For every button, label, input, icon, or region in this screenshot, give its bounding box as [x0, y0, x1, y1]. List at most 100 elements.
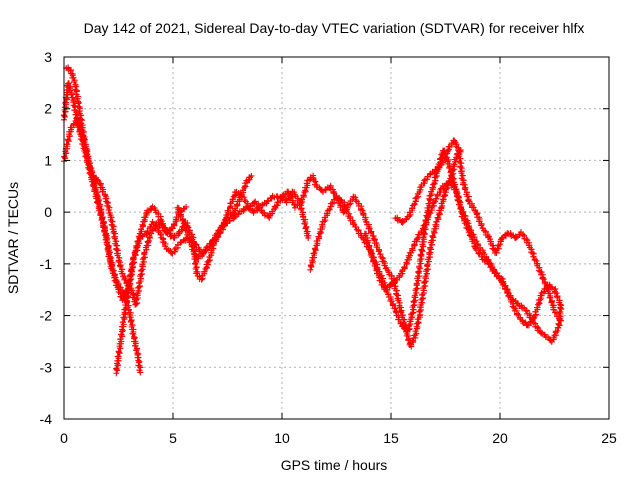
data-point-marker — [432, 174, 439, 181]
data-point-marker — [403, 259, 410, 266]
data-point-marker — [434, 214, 441, 221]
data-point-marker — [427, 210, 434, 217]
data-point-marker — [376, 251, 383, 258]
data-point-marker — [123, 297, 130, 304]
data-point-marker — [166, 230, 173, 237]
data-point-marker — [67, 67, 74, 74]
data-point-marker — [105, 206, 112, 213]
data-point-marker — [78, 131, 85, 138]
data-point-marker — [498, 235, 505, 242]
data-point-marker — [418, 246, 425, 253]
data-point-marker — [342, 203, 349, 210]
data-point-marker — [102, 195, 109, 202]
data-point-marker — [534, 323, 541, 330]
data-point-marker — [401, 316, 408, 323]
data-point-marker — [327, 200, 334, 207]
data-point-marker — [479, 225, 486, 232]
x-tick-label: 15 — [383, 430, 399, 446]
data-point-marker — [540, 276, 547, 283]
x-tick-label: 25 — [601, 430, 617, 446]
data-point-marker — [413, 194, 420, 201]
data-point-marker — [106, 256, 113, 263]
x-tick-label: 5 — [169, 430, 177, 446]
data-point-marker — [373, 267, 380, 274]
y-tick-label: 3 — [44, 49, 52, 65]
data-point-marker — [72, 111, 79, 118]
data-point-marker — [409, 337, 416, 344]
data-point-marker — [109, 267, 116, 274]
data-point-marker — [498, 275, 505, 282]
data-point-marker — [163, 227, 170, 234]
data-point-marker — [427, 196, 434, 203]
data-point-marker — [185, 236, 192, 243]
data-point-marker — [368, 251, 375, 258]
data-point-marker — [417, 252, 424, 259]
x-tick-label: 0 — [60, 430, 68, 446]
data-point-marker — [192, 261, 199, 268]
data-point-marker — [538, 269, 545, 276]
x-axis-label: GPS time / hours — [281, 457, 388, 473]
y-tick-label: -1 — [40, 256, 53, 272]
data-point-marker — [421, 177, 428, 184]
data-point-marker — [556, 316, 563, 323]
data-point-marker — [422, 282, 429, 289]
data-point-marker — [456, 153, 463, 160]
data-point-marker — [436, 211, 443, 218]
data-point-marker — [205, 257, 212, 264]
data-point-marker — [171, 246, 178, 253]
data-point-marker — [547, 283, 554, 290]
x-tick-label: 10 — [274, 430, 290, 446]
data-point-marker — [466, 232, 473, 239]
data-point-marker — [429, 184, 436, 191]
data-point-marker — [453, 189, 460, 196]
plot-border — [63, 56, 610, 420]
data-point-marker — [465, 197, 472, 204]
data-point-marker — [424, 261, 431, 268]
data-point-marker — [523, 308, 530, 315]
data-point-marker — [475, 250, 482, 257]
data-point-marker — [547, 337, 554, 344]
data-point-marker — [315, 233, 322, 240]
data-point-marker — [117, 331, 124, 338]
data-point-marker — [399, 217, 406, 224]
y-tick-label: -3 — [40, 359, 53, 375]
series-track-c — [61, 115, 144, 376]
data-point-marker — [448, 172, 455, 179]
data-point-marker — [558, 317, 565, 324]
data-point-marker — [457, 205, 464, 212]
y-axis-label: SDTVAR / TECUs — [5, 182, 21, 294]
data-point-marker — [512, 233, 519, 240]
data-point-marker — [432, 198, 439, 205]
data-point-marker — [529, 250, 536, 257]
data-point-marker — [486, 233, 493, 240]
data-point-marker — [208, 249, 215, 256]
data-point-marker — [234, 201, 241, 208]
y-tick-label: -2 — [40, 308, 53, 324]
data-point-marker — [468, 233, 475, 240]
data-point-marker — [134, 354, 141, 361]
data-point-marker — [136, 283, 143, 290]
data-point-marker — [410, 298, 417, 305]
data-point-marker — [157, 231, 164, 238]
data-point-marker — [426, 249, 433, 256]
data-point-marker — [120, 314, 127, 321]
data-point-marker — [110, 229, 117, 236]
data-point-marker — [512, 305, 519, 312]
data-point-marker — [503, 286, 510, 293]
y-tick-label: 1 — [44, 152, 52, 168]
data-point-marker — [317, 230, 324, 237]
data-point-marker — [271, 206, 278, 213]
data-point-marker — [533, 304, 540, 311]
data-point-marker — [129, 260, 136, 267]
data-point-marker — [144, 238, 151, 245]
data-point-marker — [65, 80, 72, 87]
data-point-marker — [93, 193, 100, 200]
data-point-marker — [114, 242, 121, 249]
data-point-marker — [183, 203, 190, 210]
data-point-marker — [180, 220, 187, 227]
data-point-marker — [408, 205, 415, 212]
x-tick-label: 20 — [492, 430, 508, 446]
data-point-marker — [323, 210, 330, 217]
data-point-marker — [199, 250, 206, 257]
